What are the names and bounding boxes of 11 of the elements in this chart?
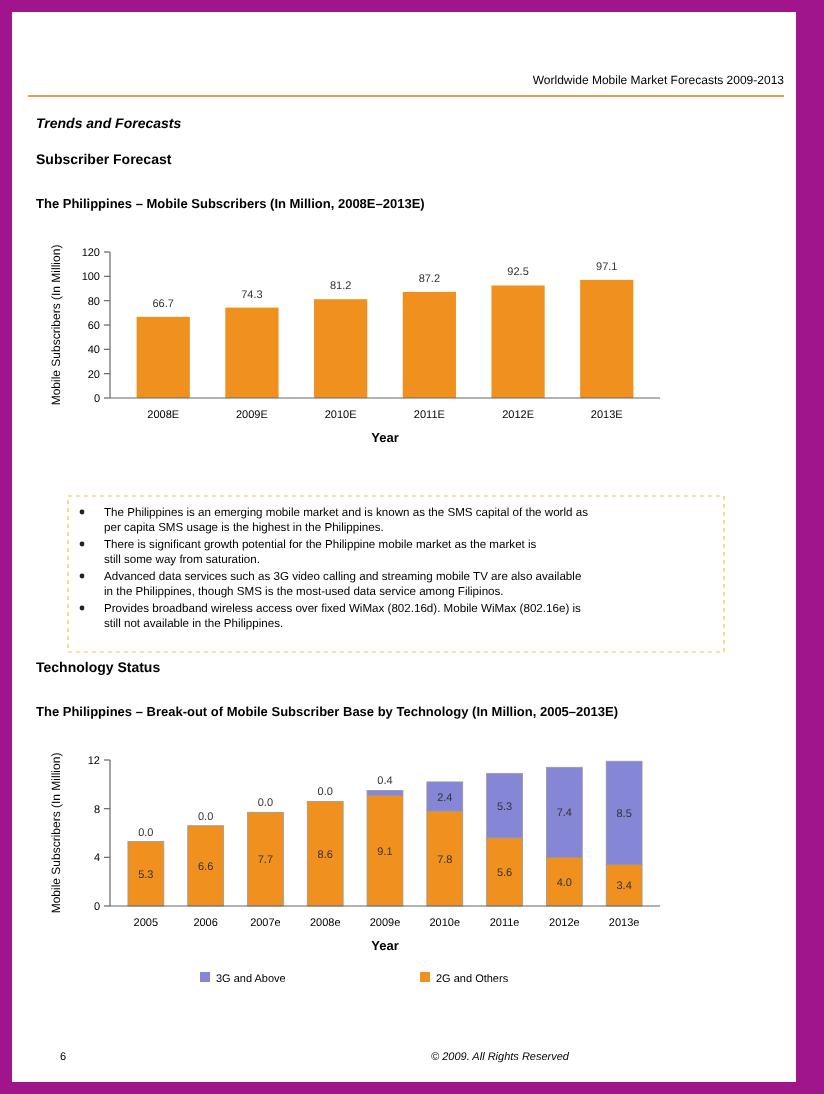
bar (491, 285, 545, 398)
bar (580, 279, 634, 398)
bar (306, 800, 344, 907)
bar (402, 291, 456, 398)
bar (136, 316, 190, 398)
bar (187, 825, 224, 907)
bar (247, 811, 284, 907)
bar (314, 299, 368, 398)
bar (225, 307, 279, 398)
bar (127, 841, 165, 907)
bar (366, 794, 404, 907)
